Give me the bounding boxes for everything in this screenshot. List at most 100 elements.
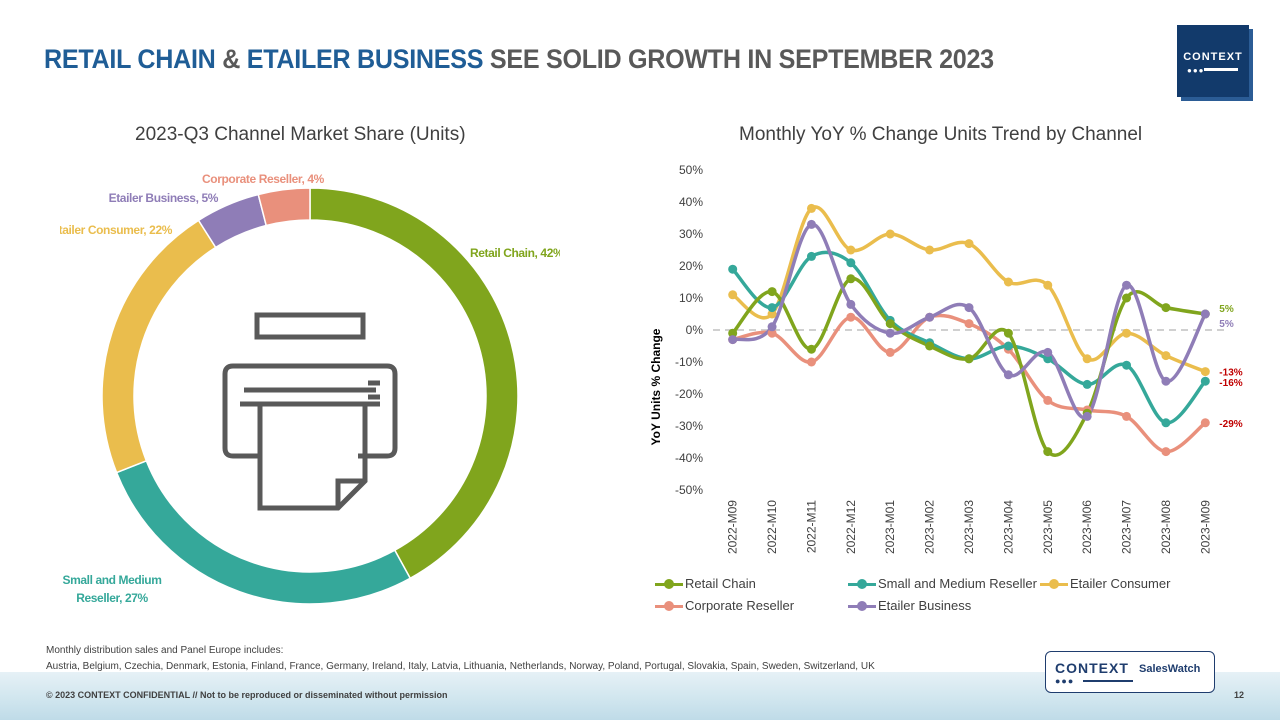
legend-item-retail-chain: Retail Chain <box>655 576 756 591</box>
data-point-smb-reseller <box>728 264 738 274</box>
end-label-smb-reseller: -16% <box>1219 378 1242 389</box>
saleswatch-bar <box>1083 680 1133 682</box>
data-point-retail-chain <box>964 354 974 364</box>
end-label-corporate-reseller: -29% <box>1219 419 1242 430</box>
data-point-etailer-business <box>846 299 856 309</box>
x-tick-label: 2022-M10 <box>765 500 779 554</box>
data-point-retail-chain <box>1122 293 1132 303</box>
data-point-smb-reseller <box>1082 379 1092 389</box>
x-tick-label: 2023-M03 <box>962 500 976 554</box>
data-point-smb-reseller <box>1200 376 1210 386</box>
data-point-etailer-consumer <box>1122 328 1132 338</box>
data-point-etailer-business <box>806 219 816 229</box>
legend-item-etailer-business: Etailer Business <box>848 598 971 613</box>
legend-swatch-retail-chain <box>655 578 683 589</box>
data-point-retail-chain <box>846 274 856 284</box>
data-point-smb-reseller <box>846 258 856 268</box>
data-point-etailer-consumer <box>846 245 856 255</box>
saleswatch-product: SalesWatch <box>1139 663 1201 675</box>
x-tick-label: 2023-M09 <box>1198 500 1212 554</box>
data-point-etailer-consumer <box>925 245 935 255</box>
data-point-smb-reseller <box>767 303 777 313</box>
data-point-etailer-consumer <box>1161 351 1171 361</box>
legend-label-smb-reseller: Small and Medium Reseller <box>878 576 1037 591</box>
footnote-line-2: Austria, Belgium, Czechia, Denmark, Esto… <box>46 661 875 672</box>
y-tick-label: 20% <box>679 259 703 273</box>
data-point-smb-reseller <box>1122 360 1132 370</box>
data-point-corporate-reseller <box>767 328 777 338</box>
saleswatch-brand: CONTEXT <box>1055 660 1129 676</box>
data-point-etailer-consumer <box>964 239 974 249</box>
legend-label-etailer-business: Etailer Business <box>878 598 972 613</box>
data-point-etailer-business <box>1161 376 1171 386</box>
legend-item-corporate-reseller: Corporate Reseller <box>655 598 794 613</box>
data-point-corporate-reseller <box>964 319 974 329</box>
slide-title: RETAIL CHAIN & ETAILER BUSINESS SEE SOLI… <box>44 44 994 75</box>
series-line-smb-reseller <box>731 250 1207 425</box>
x-tick-label: 2022-M09 <box>726 500 740 554</box>
data-point-smb-reseller <box>1003 341 1013 351</box>
data-point-etailer-consumer <box>767 309 777 319</box>
end-label-etailer-consumer: -13% <box>1219 368 1242 379</box>
context-logo-dots-icon: ●●● <box>1187 66 1205 75</box>
legend-label-etailer-consumer: Etailer Consumer <box>1070 576 1171 591</box>
y-tick-label: 30% <box>679 227 703 241</box>
x-tick-label: 2023-M06 <box>1080 500 1094 554</box>
donut-slice-corporate-reseller <box>257 187 311 227</box>
data-point-corporate-reseller <box>1161 447 1171 457</box>
title-part-retail-chain: RETAIL CHAIN <box>44 44 216 74</box>
x-tick-label: 2023-M08 <box>1159 500 1173 554</box>
yoy-trend-line-chart: 50% 40% 30% 20% 10% 0% -10% -20% -30% -40% -50% 20… <box>649 163 1243 554</box>
legend-swatch-etailer-business <box>848 600 876 611</box>
data-point-etailer-business <box>925 312 935 322</box>
legend-item-etailer-consumer: Etailer Consumer <box>1040 576 1170 591</box>
data-point-etailer-business <box>885 328 895 338</box>
donut-label-corporate-reseller: Corporate Reseller, 4% <box>202 172 325 186</box>
y-tick-label: -10% <box>675 355 703 369</box>
data-point-retail-chain <box>1003 328 1013 338</box>
data-point-corporate-reseller <box>1122 411 1132 421</box>
data-point-etailer-consumer <box>885 229 895 239</box>
data-point-etailer-business <box>1043 347 1053 357</box>
data-point-retail-chain <box>806 344 816 354</box>
donut-label-smb-reseller: Small and Medium Reseller, 27% <box>63 573 162 605</box>
data-point-corporate-reseller <box>1043 395 1053 405</box>
line-chart-legend: Retail Chain Small and Medium Reseller E… <box>655 576 1215 620</box>
data-point-corporate-reseller <box>885 347 895 357</box>
end-label-retail-chain: 5% <box>1219 304 1234 315</box>
footnote-line-1: Monthly distribution sales and Panel Eur… <box>46 645 284 656</box>
data-point-etailer-business <box>1082 411 1092 421</box>
donut-label-etailer-consumer: Etailer Consumer, 22% <box>60 223 173 237</box>
copyright-text: © 2023 CONTEXT CONFIDENTIAL // Not to be… <box>46 690 448 700</box>
y-tick-label: -20% <box>675 387 703 401</box>
donut-slice-etailer-consumer <box>101 219 217 474</box>
data-point-retail-chain <box>925 341 935 351</box>
data-point-etailer-business <box>1003 370 1013 380</box>
context-logo: CONTEXT ●●● <box>1177 25 1249 97</box>
x-tick-label: 2023-M01 <box>883 500 897 554</box>
x-tick-label: 2023-M02 <box>923 500 937 554</box>
donut-chart-title: 2023-Q3 Channel Market Share (Units) <box>135 124 466 145</box>
y-tick-label: 50% <box>679 163 703 177</box>
legend-swatch-etailer-consumer <box>1040 578 1068 589</box>
y-tick-label: -40% <box>675 451 703 465</box>
data-point-smb-reseller <box>1161 418 1171 428</box>
data-point-etailer-business <box>728 335 738 345</box>
y-tick-label: 10% <box>679 291 703 305</box>
data-point-retail-chain <box>885 319 895 329</box>
legend-swatch-corporate-reseller <box>655 600 683 611</box>
x-tick-label: 2023-M07 <box>1120 500 1134 554</box>
donut-label-retail-chain: Retail Chain, 42% <box>470 246 560 260</box>
title-ampersand: & <box>215 44 247 74</box>
data-point-smb-reseller <box>806 251 816 261</box>
page-number: 12 <box>1234 690 1245 700</box>
data-point-retail-chain <box>767 287 777 297</box>
legend-label-corporate-reseller: Corporate Reseller <box>685 598 795 613</box>
data-point-etailer-business <box>1200 309 1210 319</box>
data-point-retail-chain <box>1043 447 1053 457</box>
data-point-etailer-business <box>767 322 777 332</box>
data-point-etailer-consumer <box>1200 367 1210 377</box>
legend-label-retail-chain: Retail Chain <box>685 576 756 591</box>
context-logo-text: CONTEXT <box>1183 51 1243 63</box>
saleswatch-dots-icon: ●●● <box>1055 676 1075 686</box>
